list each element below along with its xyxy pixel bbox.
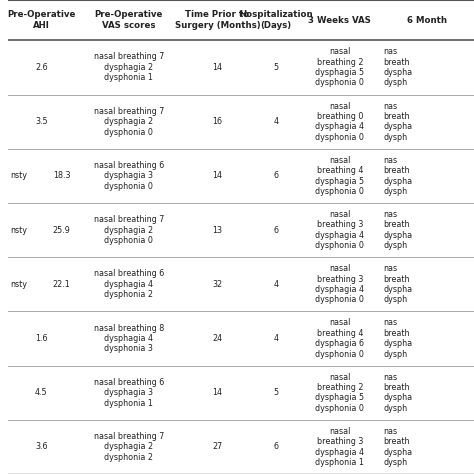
Text: nas
breath
dyspha
dysph: nas breath dyspha dysph — [383, 101, 412, 142]
Text: nas
breath
dyspha
dysph: nas breath dyspha dysph — [383, 264, 412, 304]
Text: nasal breathing 6
dysphagia 3
dysphonia 0: nasal breathing 6 dysphagia 3 dysphonia … — [94, 161, 164, 191]
Text: nas
breath
dyspha
dysph: nas breath dyspha dysph — [383, 156, 412, 196]
Text: 2.6: 2.6 — [35, 63, 48, 72]
Text: nasal breathing 6
dysphagia 3
dysphonia 1: nasal breathing 6 dysphagia 3 dysphonia … — [94, 378, 164, 408]
Text: 14: 14 — [212, 388, 222, 397]
Text: 3.5: 3.5 — [35, 117, 48, 126]
Text: Time Prior to
Surgery (Months): Time Prior to Surgery (Months) — [174, 10, 260, 30]
Text: nasal breathing 6
dysphagia 4
dysphonia 2: nasal breathing 6 dysphagia 4 dysphonia … — [94, 269, 164, 299]
Text: 24: 24 — [212, 334, 222, 343]
Text: 3 Weeks VAS: 3 Weeks VAS — [309, 16, 371, 25]
Text: nas
breath
dyspha
dysph: nas breath dyspha dysph — [383, 373, 412, 413]
Text: 6: 6 — [273, 171, 278, 180]
Text: Hospitalization
(Days): Hospitalization (Days) — [239, 10, 312, 30]
Text: 3.6: 3.6 — [35, 442, 47, 451]
Text: 25.9: 25.9 — [53, 226, 71, 235]
Text: Pre-Operative
AHI: Pre-Operative AHI — [7, 10, 75, 30]
Text: 16: 16 — [212, 117, 222, 126]
Text: nasal
breathing 3
dysphagia 4
dysphonia 0: nasal breathing 3 dysphagia 4 dysphonia … — [315, 264, 365, 304]
Text: 6: 6 — [273, 442, 278, 451]
Text: 14: 14 — [212, 63, 222, 72]
Text: nasal breathing 7
dysphagia 2
dysphonia 2: nasal breathing 7 dysphagia 2 dysphonia … — [94, 432, 164, 462]
Text: Pre-Operative
VAS scores: Pre-Operative VAS scores — [95, 10, 163, 30]
Text: 32: 32 — [212, 280, 222, 289]
Text: nasal
breathing 4
dysphagia 6
dysphonia 0: nasal breathing 4 dysphagia 6 dysphonia … — [315, 319, 365, 358]
Text: nasal breathing 7
dysphagia 2
dysphonia 1: nasal breathing 7 dysphagia 2 dysphonia … — [94, 53, 164, 82]
Text: 6 Month: 6 Month — [407, 16, 447, 25]
Text: nasal breathing 7
dysphagia 2
dysphonia 0: nasal breathing 7 dysphagia 2 dysphonia … — [94, 215, 164, 245]
Text: nsty: nsty — [10, 226, 27, 235]
Text: nas
breath
dyspha
dysph: nas breath dyspha dysph — [383, 47, 412, 88]
Text: 22.1: 22.1 — [53, 280, 71, 289]
Text: 5: 5 — [273, 388, 278, 397]
Text: nas
breath
dyspha
dysph: nas breath dyspha dysph — [383, 427, 412, 467]
Text: nasal
breathing 2
dysphagia 5
dysphonia 0: nasal breathing 2 dysphagia 5 dysphonia … — [315, 47, 365, 88]
Text: 27: 27 — [212, 442, 223, 451]
Text: nasal breathing 7
dysphagia 2
dysphonia 0: nasal breathing 7 dysphagia 2 dysphonia … — [94, 107, 164, 137]
Text: nasal
breathing 4
dysphagia 5
dysphonia 0: nasal breathing 4 dysphagia 5 dysphonia … — [315, 156, 365, 196]
Text: nasal
breathing 3
dysphagia 4
dysphonia 1: nasal breathing 3 dysphagia 4 dysphonia … — [315, 427, 365, 467]
Text: nasal
breathing 2
dysphagia 5
dysphonia 0: nasal breathing 2 dysphagia 5 dysphonia … — [315, 373, 365, 413]
Text: 4: 4 — [273, 280, 278, 289]
Text: 13: 13 — [212, 226, 222, 235]
Text: 6: 6 — [273, 226, 278, 235]
Text: nas
breath
dyspha
dysph: nas breath dyspha dysph — [383, 319, 412, 358]
Text: 4: 4 — [273, 117, 278, 126]
Text: 4: 4 — [273, 334, 278, 343]
Text: 5: 5 — [273, 63, 278, 72]
Text: nasal breathing 8
dysphagia 4
dysphonia 3: nasal breathing 8 dysphagia 4 dysphonia … — [94, 324, 164, 353]
Text: nasal
breathing 3
dysphagia 4
dysphonia 0: nasal breathing 3 dysphagia 4 dysphonia … — [315, 210, 365, 250]
Text: 4.5: 4.5 — [35, 388, 48, 397]
Text: 1.6: 1.6 — [35, 334, 47, 343]
Text: nsty: nsty — [10, 280, 27, 289]
Text: 14: 14 — [212, 171, 222, 180]
Text: nas
breath
dyspha
dysph: nas breath dyspha dysph — [383, 210, 412, 250]
Text: nsty: nsty — [10, 171, 27, 180]
Text: 18.3: 18.3 — [53, 171, 71, 180]
Text: nasal
breathing 0
dysphagia 4
dysphonia 0: nasal breathing 0 dysphagia 4 dysphonia … — [315, 101, 365, 142]
